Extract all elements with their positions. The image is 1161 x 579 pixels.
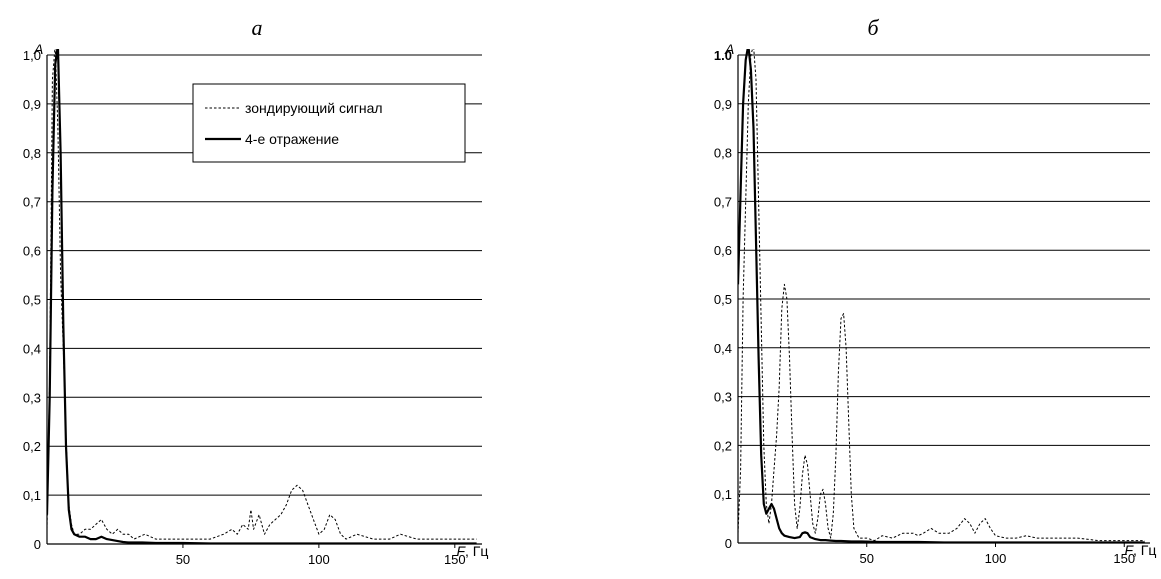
series-line-4th-reflection: [47, 49, 477, 544]
x-axis-unit: , Гц: [1133, 542, 1156, 558]
legend: зондирующий сигнал 4-е отражение: [192, 83, 466, 163]
y-tick-label: 0,4: [23, 341, 41, 356]
series-line-4th-reflection: [738, 49, 1145, 543]
y-tick-label: 0,2: [714, 438, 732, 453]
y-tick-label: 0,7: [23, 195, 41, 210]
panel-label: б: [867, 15, 879, 40]
y-tick-label: 0,5: [714, 292, 732, 307]
y-tick-label: 1,0: [23, 48, 41, 63]
y-tick-label: 0,9: [23, 97, 41, 112]
y-axis-label: A: [33, 41, 43, 57]
y-tick-label: 0,8: [714, 146, 732, 161]
y-tick-label: 0,4: [714, 341, 732, 356]
y-tick-label: 0,1: [23, 488, 41, 503]
y-tick-label: 0,3: [23, 390, 41, 405]
y-tick-label: 0,6: [714, 243, 732, 258]
y-tick-label: 0,5: [23, 293, 41, 308]
legend-box: [192, 83, 466, 163]
x-tick-label: 50: [176, 552, 190, 567]
y-tick-label: 0,6: [23, 244, 41, 259]
x-axis-label: F: [456, 543, 466, 559]
x-tick-label: 150: [1113, 551, 1135, 566]
y-tick-label: 0,9: [714, 97, 732, 112]
legend-label: зондирующий сигнал: [245, 100, 383, 116]
panel-label: а: [252, 15, 263, 40]
y-tick-label: 1.0: [714, 48, 732, 63]
x-axis-unit: , Гц: [465, 543, 488, 559]
y-tick-label: 0: [725, 536, 732, 551]
x-tick-label: 100: [985, 551, 1007, 566]
x-axis-label: F: [1124, 542, 1134, 558]
y-tick-label: 0,7: [714, 194, 732, 209]
series-line-probe-signal: [738, 49, 1145, 542]
x-tick-label: 100: [308, 552, 330, 567]
y-axis-label: A: [724, 41, 734, 57]
x-tick-label: 150: [444, 552, 466, 567]
y-tick-label: 0,1: [714, 487, 732, 502]
legend-label: 4-е отражение: [245, 131, 339, 147]
y-tick-label: 0,3: [714, 390, 732, 405]
y-tick-label: 0,8: [23, 146, 41, 161]
y-tick-label: 0,2: [23, 439, 41, 454]
chart-panel-a: а 0 0,1 0,2 0,3 0,4 0,5 0,6 0,7 0,8 0,9 1,0 50 100 150…: [23, 15, 488, 567]
x-tick-label: 50: [860, 551, 874, 566]
chart-panel-b: б 0 0,1 0,2 0,3 0,4 0,5 0,6 0,7 0,8 0,9 1.0 50 100 150…: [714, 15, 1156, 566]
y-tick-label: 0: [34, 537, 41, 552]
